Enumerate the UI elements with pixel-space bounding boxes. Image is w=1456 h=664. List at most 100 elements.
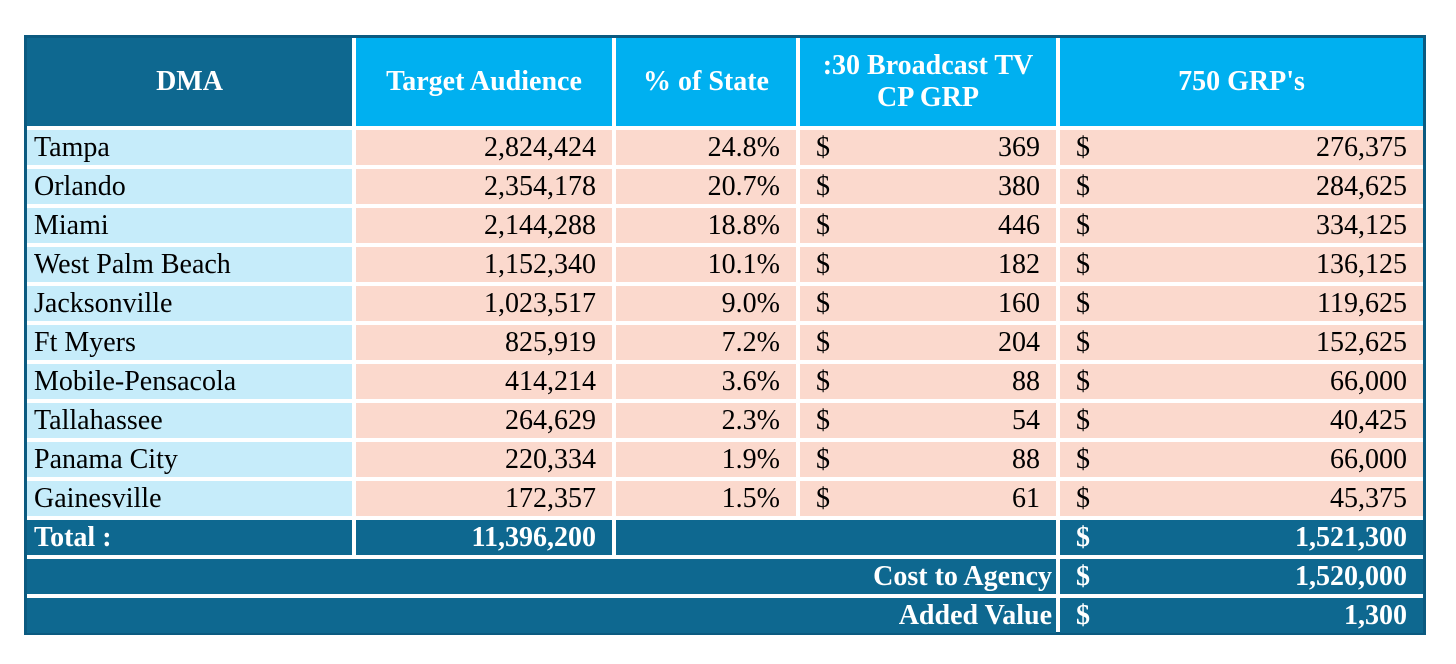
dma-cell: Tallahassee — [27, 403, 352, 438]
grp-cost-cell: $66,000 — [1060, 442, 1423, 477]
grp-cost-value: 66,000 — [1330, 444, 1407, 475]
pct-state-cell: 9.0% — [616, 286, 796, 321]
currency-symbol: $ — [1076, 249, 1090, 280]
cp-grp-cell: $88 — [800, 364, 1056, 399]
dma-cell: Jacksonville — [27, 286, 352, 321]
currency-symbol: $ — [1076, 288, 1090, 319]
dma-cell: Gainesville — [27, 481, 352, 516]
currency-symbol: $ — [1076, 405, 1090, 436]
currency-symbol: $ — [816, 444, 830, 475]
header-broadcast-line2: CP GRP — [877, 82, 979, 113]
total-audience: 11,396,200 — [356, 520, 612, 555]
grp-cost-value: 40,425 — [1330, 405, 1407, 436]
grp-cost-cell: $136,125 — [1060, 247, 1423, 282]
cost-to-agency-label: Cost to Agency — [27, 559, 1056, 594]
cp-grp-cell: $160 — [800, 286, 1056, 321]
currency-symbol: $ — [1076, 327, 1090, 358]
dma-cell: Ft Myers — [27, 325, 352, 360]
pct-state-cell: 1.5% — [616, 481, 796, 516]
pct-state-cell: 20.7% — [616, 169, 796, 204]
pct-state-cell: 2.3% — [616, 403, 796, 438]
dma-cell: Miami — [27, 208, 352, 243]
grp-cost-value: 152,625 — [1316, 327, 1407, 358]
currency-symbol: $ — [816, 288, 830, 319]
dma-cost-table: DMA Target Audience% of State:30 Broadcas… — [24, 35, 1426, 635]
cp-grp-value: 54 — [1012, 405, 1040, 436]
currency-symbol: $ — [1076, 210, 1090, 241]
cp-grp-value: 446 — [998, 210, 1040, 241]
currency-symbol: $ — [816, 249, 830, 280]
grp-cost-cell: $66,000 — [1060, 364, 1423, 399]
cp-grp-cell: $204 — [800, 325, 1056, 360]
total-grp-cost: $1,521,300 — [1060, 520, 1423, 555]
grp-cost-value: 276,375 — [1316, 132, 1407, 163]
cp-grp-cell: $182 — [800, 247, 1056, 282]
pct-state-cell: 24.8% — [616, 130, 796, 165]
dma-cell: Tampa — [27, 130, 352, 165]
audience-cell: 1,023,517 — [356, 286, 612, 321]
currency-symbol: $ — [816, 366, 830, 397]
header-target-audience: Target Audience — [356, 38, 612, 126]
added-value-label: Added Value — [27, 598, 1056, 633]
cp-grp-value: 182 — [998, 249, 1040, 280]
total-empty — [616, 520, 1056, 555]
cp-grp-cell: $380 — [800, 169, 1056, 204]
audience-cell: 2,354,178 — [356, 169, 612, 204]
added-value-value: 1,300 — [1344, 600, 1407, 631]
grp-cost-cell: $45,375 — [1060, 481, 1423, 516]
grp-cost-cell: $119,625 — [1060, 286, 1423, 321]
audience-cell: 264,629 — [356, 403, 612, 438]
cp-grp-cell: $88 — [800, 442, 1056, 477]
dma-cell: West Palm Beach — [27, 247, 352, 282]
grp-cost-value: 284,625 — [1316, 171, 1407, 202]
dma-cell: Orlando — [27, 169, 352, 204]
grp-cost-value: 136,125 — [1316, 249, 1407, 280]
currency-symbol: $ — [816, 405, 830, 436]
audience-cell: 2,824,424 — [356, 130, 612, 165]
grp-cost-value: 66,000 — [1330, 366, 1407, 397]
currency-symbol: $ — [1076, 561, 1090, 592]
cp-grp-value: 369 — [998, 132, 1040, 163]
cp-grp-value: 61 — [1012, 483, 1040, 514]
currency-symbol: $ — [1076, 600, 1090, 631]
grp-cost-value: 119,625 — [1317, 288, 1407, 319]
cp-grp-cell: $54 — [800, 403, 1056, 438]
currency-symbol: $ — [1076, 132, 1090, 163]
grp-cost-value: 45,375 — [1330, 483, 1407, 514]
audience-cell: 2,144,288 — [356, 208, 612, 243]
currency-symbol: $ — [816, 171, 830, 202]
cp-grp-value: 204 — [998, 327, 1040, 358]
dma-cell: Panama City — [27, 442, 352, 477]
currency-symbol: $ — [816, 210, 830, 241]
cp-grp-cell: $446 — [800, 208, 1056, 243]
cp-grp-value: 88 — [1012, 444, 1040, 475]
grp-cost-cell: $40,425 — [1060, 403, 1423, 438]
audience-cell: 172,357 — [356, 481, 612, 516]
currency-symbol: $ — [1076, 171, 1090, 202]
currency-symbol: $ — [1076, 483, 1090, 514]
header-dma: DMA — [27, 38, 352, 126]
pct-state-cell: 7.2% — [616, 325, 796, 360]
cp-grp-value: 160 — [998, 288, 1040, 319]
grp-cost-cell: $276,375 — [1060, 130, 1423, 165]
currency-symbol: $ — [816, 483, 830, 514]
total-grp-value: 1,521,300 — [1295, 522, 1407, 553]
header-pct-state: % of State — [616, 38, 796, 126]
added-value-amount: $1,300 — [1060, 598, 1423, 633]
grp-cost-value: 334,125 — [1316, 210, 1407, 241]
cp-grp-value: 88 — [1012, 366, 1040, 397]
currency-symbol: $ — [816, 132, 830, 163]
pct-state-cell: 1.9% — [616, 442, 796, 477]
cp-grp-cell: $369 — [800, 130, 1056, 165]
cost-to-agency-amount: $1,520,000 — [1060, 559, 1423, 594]
grp-cost-cell: $334,125 — [1060, 208, 1423, 243]
cp-grp-value: 380 — [998, 171, 1040, 202]
header-750-grps: 750 GRP's — [1060, 38, 1423, 126]
total-label: Total : — [27, 520, 352, 555]
dma-cell: Mobile-Pensacola — [27, 364, 352, 399]
audience-cell: 825,919 — [356, 325, 612, 360]
header-broadcast-cp-grp: :30 Broadcast TV CP GRP — [800, 38, 1056, 126]
header-broadcast-line1: :30 Broadcast TV — [822, 50, 1034, 81]
cost-to-agency-value: 1,520,000 — [1295, 561, 1407, 592]
currency-symbol: $ — [1076, 444, 1090, 475]
